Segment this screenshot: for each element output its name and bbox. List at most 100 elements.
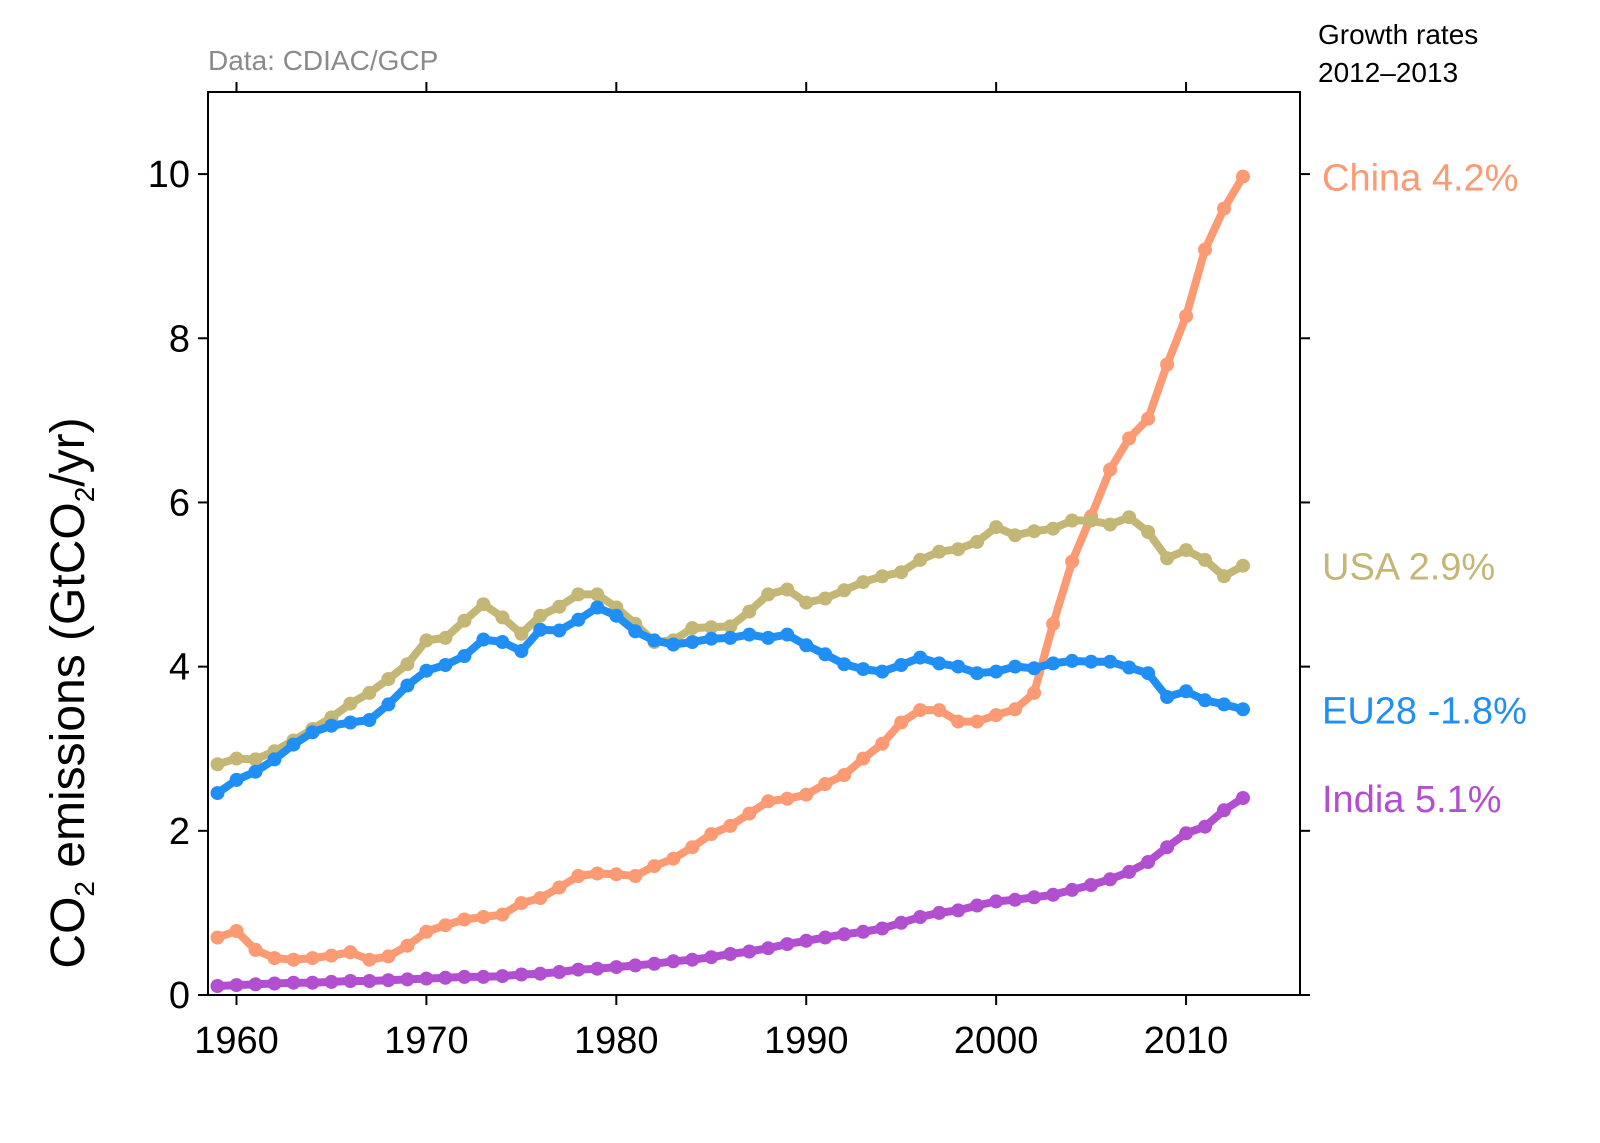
series-label-eu28: EU28 -1.8% bbox=[1322, 690, 1527, 732]
data-point-china-1995 bbox=[894, 715, 909, 730]
data-point-usa-1989 bbox=[780, 582, 795, 597]
data-point-india-1964 bbox=[305, 975, 320, 990]
data-point-india-1995 bbox=[894, 915, 909, 930]
data-point-china-1975 bbox=[514, 896, 529, 911]
data-point-usa-1967 bbox=[362, 685, 377, 700]
data-point-usa-1971 bbox=[438, 630, 453, 645]
data-point-usa-1968 bbox=[381, 672, 396, 686]
data-point-eu28-2004 bbox=[1065, 653, 1080, 668]
data-point-eu28-1992 bbox=[837, 657, 852, 672]
data-point-india-2009 bbox=[1160, 840, 1175, 855]
data-point-india-1999 bbox=[970, 898, 985, 913]
data-point-india-1990 bbox=[799, 933, 814, 948]
data-point-india-1992 bbox=[837, 927, 852, 942]
data-point-china-2000 bbox=[989, 708, 1004, 723]
data-point-india-1963 bbox=[286, 975, 301, 990]
data-point-china-1991 bbox=[818, 777, 833, 791]
data-point-india-1969 bbox=[400, 972, 415, 987]
data-point-china-1980 bbox=[609, 867, 624, 882]
data-point-eu28-1996 bbox=[913, 650, 928, 665]
data-point-eu28-1988 bbox=[761, 630, 776, 645]
data-point-eu28-1965 bbox=[324, 718, 339, 733]
data-point-china-1978 bbox=[571, 869, 586, 883]
data-point-eu28-1997 bbox=[932, 656, 947, 671]
y-tick-label-10: 10 bbox=[148, 154, 190, 196]
data-point-eu28-1993 bbox=[856, 662, 871, 677]
data-point-usa-1999 bbox=[970, 534, 985, 549]
data-point-eu28-2010 bbox=[1179, 684, 1194, 699]
data-point-india-2007 bbox=[1122, 864, 1137, 879]
data-point-eu28-1961 bbox=[248, 764, 263, 779]
data-point-usa-1987 bbox=[742, 604, 757, 619]
data-point-india-1998 bbox=[951, 903, 966, 918]
data-point-eu28-1984 bbox=[685, 635, 700, 649]
data-point-india-1975 bbox=[514, 967, 529, 982]
data-point-eu28-2005 bbox=[1084, 654, 1099, 669]
data-point-eu28-2000 bbox=[989, 664, 1004, 679]
data-point-eu28-1960 bbox=[229, 772, 244, 787]
data-point-usa-1960 bbox=[229, 751, 244, 766]
data-point-usa-1972 bbox=[457, 613, 472, 628]
series-label-india: India 5.1% bbox=[1322, 779, 1502, 821]
series-label-usa: USA 2.9% bbox=[1322, 547, 1495, 589]
data-point-usa-2005 bbox=[1084, 513, 1099, 528]
data-point-usa-2006 bbox=[1103, 517, 1118, 532]
data-point-india-1980 bbox=[609, 960, 624, 975]
data-point-usa-2011 bbox=[1198, 552, 1212, 567]
data-point-eu28-1975 bbox=[514, 644, 529, 658]
data-point-india-1962 bbox=[267, 976, 282, 991]
data-point-eu28-1971 bbox=[438, 658, 453, 672]
data-point-india-1997 bbox=[932, 905, 947, 920]
data-point-usa-1996 bbox=[913, 552, 928, 567]
data-point-eu28-1959 bbox=[210, 786, 225, 801]
data-point-india-2002 bbox=[1027, 890, 1042, 905]
data-point-usa-1977 bbox=[552, 599, 567, 614]
data-point-india-1961 bbox=[248, 977, 263, 992]
data-point-eu28-1979 bbox=[590, 600, 605, 615]
data-point-india-1971 bbox=[438, 970, 453, 985]
data-point-china-2012 bbox=[1217, 201, 1231, 216]
data-point-india-1972 bbox=[457, 969, 472, 984]
data-point-usa-1961 bbox=[248, 752, 263, 767]
data-point-china-1997 bbox=[932, 703, 947, 718]
data-point-india-1988 bbox=[761, 941, 776, 956]
data-point-china-1974 bbox=[495, 907, 510, 922]
y-axis-label: CO2 emissions (GtCO2/yr) bbox=[42, 417, 100, 968]
data-point-usa-1959 bbox=[210, 757, 225, 772]
data-point-india-1984 bbox=[685, 952, 700, 967]
data-point-eu28-1995 bbox=[894, 658, 909, 672]
data-point-china-1972 bbox=[457, 912, 472, 927]
data-point-usa-1975 bbox=[514, 626, 529, 641]
data-point-india-1979 bbox=[590, 961, 605, 976]
data-point-india-1978 bbox=[571, 962, 586, 977]
data-point-usa-1979 bbox=[590, 587, 605, 602]
data-point-eu28-2007 bbox=[1122, 660, 1137, 675]
data-point-china-1960 bbox=[229, 924, 244, 938]
data-point-eu28-1962 bbox=[267, 752, 282, 767]
data-point-india-2001 bbox=[1008, 892, 1023, 907]
data-point-usa-2009 bbox=[1160, 551, 1175, 566]
data-point-india-2008 bbox=[1141, 855, 1156, 869]
data-point-china-1962 bbox=[267, 951, 282, 966]
data-point-india-1960 bbox=[229, 978, 244, 993]
data-point-eu28-1978 bbox=[571, 612, 586, 627]
x-tick-label-2010: 2010 bbox=[1144, 1020, 1229, 1062]
data-point-india-1977 bbox=[552, 965, 567, 979]
data-point-usa-1978 bbox=[571, 587, 586, 602]
data-point-eu28-2002 bbox=[1027, 661, 1042, 676]
data-point-china-1999 bbox=[970, 714, 985, 729]
data-point-china-1971 bbox=[438, 918, 453, 933]
data-point-usa-1985 bbox=[704, 620, 719, 635]
data-point-india-2006 bbox=[1103, 872, 1118, 887]
data-point-eu28-2001 bbox=[1008, 659, 1023, 674]
data-point-india-1968 bbox=[381, 973, 396, 988]
data-point-china-2009 bbox=[1160, 357, 1175, 372]
growth-rates-header-line2: 2012–2013 bbox=[1318, 57, 1458, 88]
data-point-china-1994 bbox=[875, 736, 890, 751]
data-point-eu28-1985 bbox=[704, 631, 719, 646]
data-point-usa-1974 bbox=[495, 610, 510, 625]
data-point-india-1987 bbox=[742, 944, 757, 959]
data-point-china-2004 bbox=[1065, 554, 1080, 569]
data-point-china-1993 bbox=[856, 751, 871, 766]
